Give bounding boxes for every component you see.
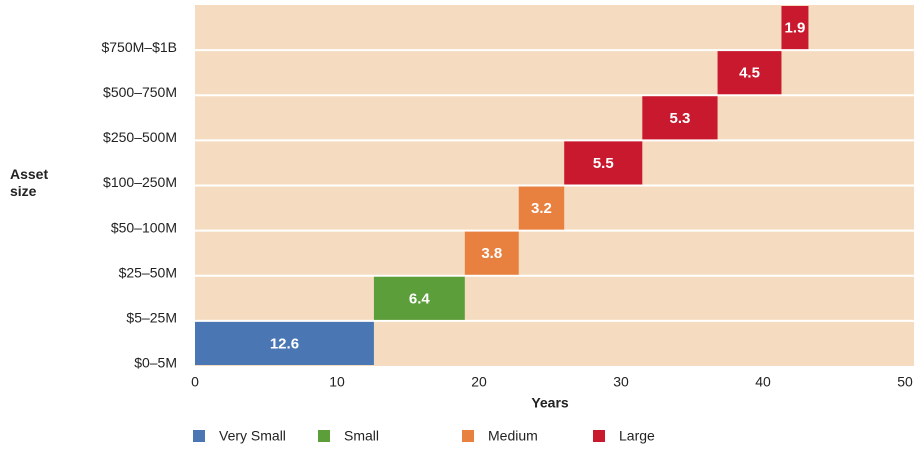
legend-label: Large [619, 428, 655, 444]
legend-label: Small [344, 428, 379, 444]
bar [564, 141, 643, 185]
y-tick-label: $250–500M [103, 129, 177, 145]
bar [195, 321, 374, 365]
data-label: 5.3 [670, 110, 691, 127]
data-label: 3.2 [531, 200, 552, 217]
data-label: 5.5 [593, 155, 614, 172]
y-tick-label: $500–750M [103, 84, 177, 100]
bar [781, 6, 809, 50]
x-tick-label: 10 [329, 374, 345, 390]
y-tick-label: $25–50M [119, 264, 177, 280]
bar [464, 231, 519, 275]
x-tick-label: 0 [191, 374, 199, 390]
y-tick-label: $0–5M [134, 355, 177, 371]
y-tick-label: $50–100M [111, 219, 177, 235]
bar [642, 96, 718, 140]
data-label: 4.5 [739, 65, 760, 82]
legend-label: Very Small [219, 428, 286, 444]
x-tick-label: 40 [755, 374, 771, 390]
legend-swatch [193, 430, 205, 442]
data-label: 12.6 [270, 335, 299, 352]
data-label: 1.9 [785, 20, 806, 37]
x-tick-label: 20 [471, 374, 487, 390]
data-label: 6.4 [409, 290, 431, 307]
y-tick-label: $100–250M [103, 174, 177, 190]
data-label: 3.8 [481, 245, 502, 262]
y-axis-title: Asset size [10, 166, 49, 199]
bar [717, 51, 782, 95]
legend-swatch [462, 430, 474, 442]
legend-swatch [318, 430, 330, 442]
legend-label: Medium [488, 428, 538, 444]
legend-swatch [593, 430, 605, 442]
bar [518, 186, 565, 230]
bar [373, 276, 465, 320]
y-tick-label: $750M–$1B [101, 39, 177, 55]
y-tick-label: $5–25M [126, 310, 177, 326]
x-tick-label: 50 [897, 374, 913, 390]
x-tick-label: 30 [613, 374, 629, 390]
x-axis-title: Years [531, 395, 569, 411]
